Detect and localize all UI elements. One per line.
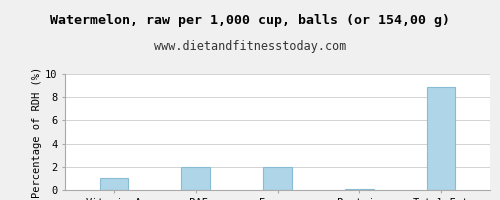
- Bar: [182, 167, 210, 190]
- Text: Watermelon, raw per 1,000 cup, balls (or 154,00 g): Watermelon, raw per 1,000 cup, balls (or…: [50, 14, 450, 27]
- Bar: [426, 87, 456, 190]
- Bar: [100, 178, 128, 190]
- Y-axis label: Percentage of RDH (%): Percentage of RDH (%): [32, 66, 42, 198]
- Bar: [263, 167, 292, 190]
- Text: www.dietandfitnesstoday.com: www.dietandfitnesstoday.com: [154, 40, 346, 53]
- Bar: [345, 189, 374, 190]
